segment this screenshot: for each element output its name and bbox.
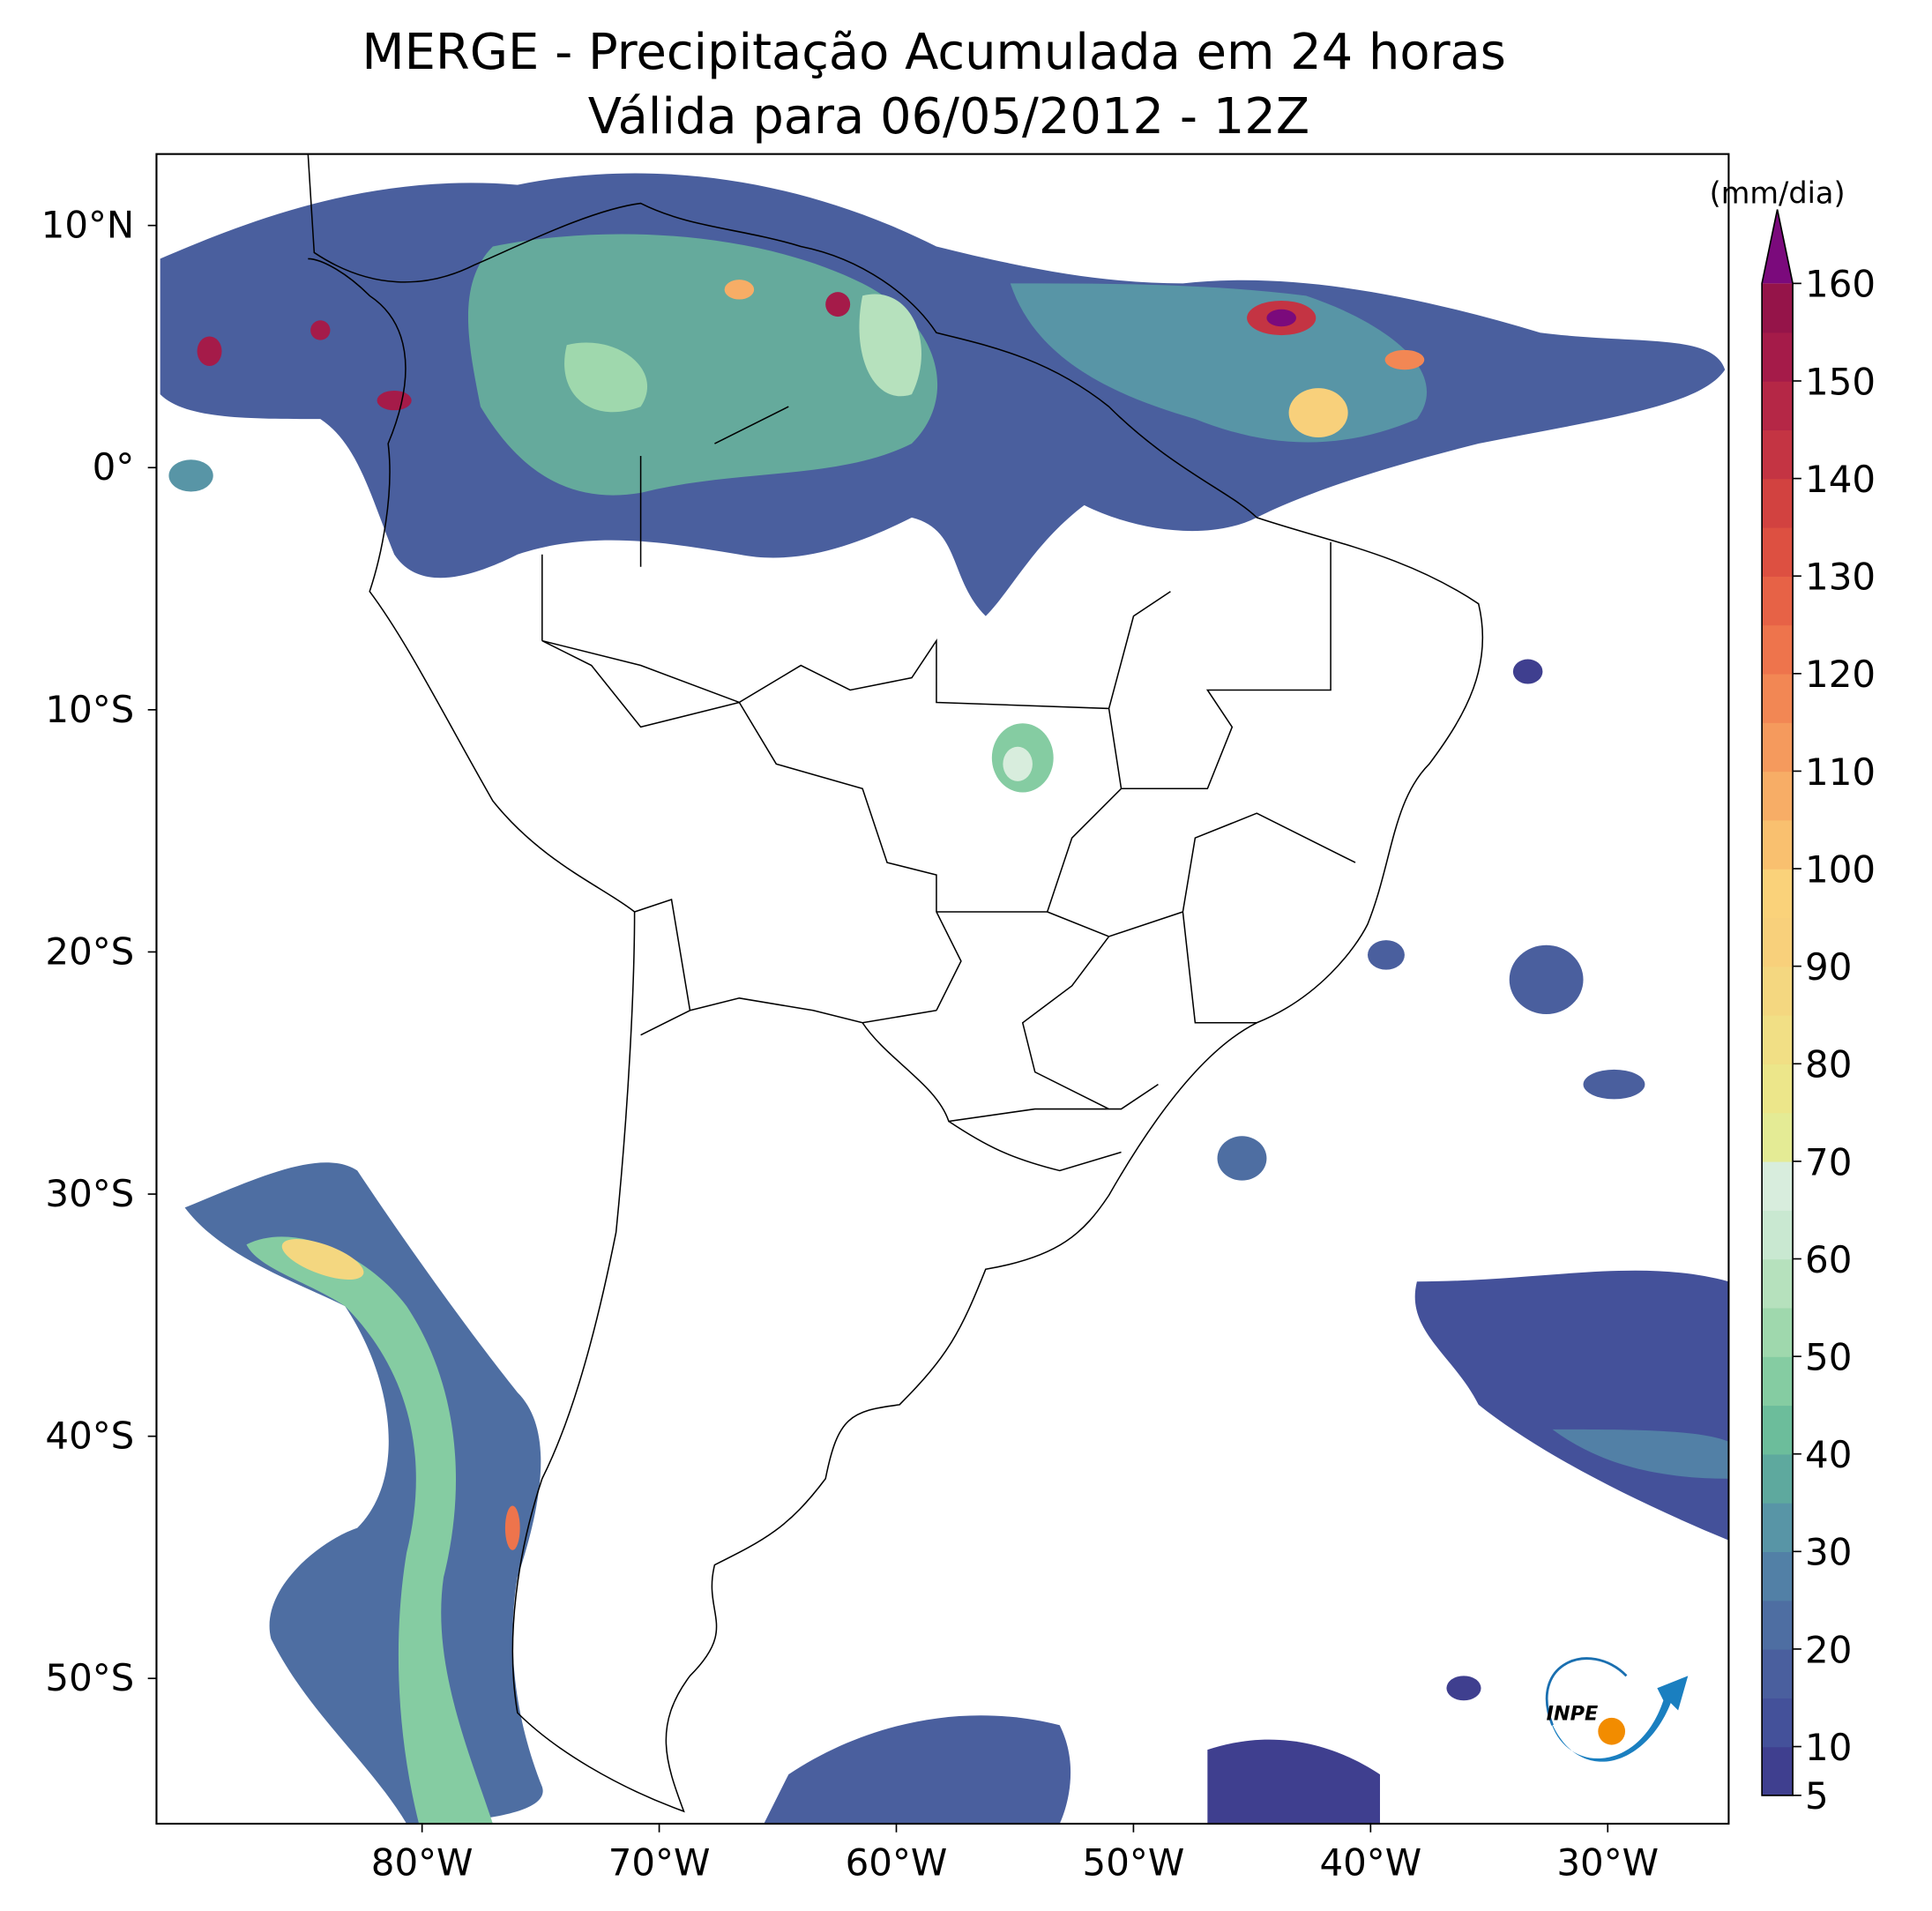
colorbar-band <box>1762 624 1794 675</box>
y-tick-label: 50°S <box>45 1656 134 1699</box>
x-tick-label: 80°W <box>371 1841 474 1885</box>
colorbar-tick-label: 150 <box>1805 360 1876 403</box>
colorbar-band <box>1762 1210 1794 1260</box>
colorbar-band <box>1762 576 1794 626</box>
colorbar-label: (mm/dia) <box>1710 176 1846 211</box>
colorbar-tick-label: 110 <box>1805 750 1876 794</box>
colorbar-tick-label: 140 <box>1805 458 1876 501</box>
x-tick-label: 70°W <box>608 1841 711 1885</box>
colorbar-band <box>1762 1551 1794 1601</box>
colorbar-tick-label: 130 <box>1805 556 1876 599</box>
colorbar-tick-label: 40 <box>1805 1433 1852 1476</box>
colorbar-band <box>1762 1258 1794 1309</box>
colorbar-extend <box>1762 209 1794 284</box>
colorbar-tick-label: 80 <box>1805 1043 1852 1086</box>
logo-text: INPE <box>1547 1703 1599 1726</box>
colorbar-band <box>1762 1307 1794 1357</box>
colorbar-band <box>1762 1648 1794 1698</box>
colorbar-band <box>1762 380 1794 430</box>
map-frame <box>155 153 1730 1825</box>
colorbar-band <box>1762 478 1794 528</box>
colorbar-tick-label: 5 <box>1805 1774 1829 1818</box>
y-tick-label: 40°S <box>45 1415 134 1458</box>
colorbar-band <box>1762 917 1794 967</box>
colorbar-band <box>1762 1600 1794 1650</box>
x-tick-label: 40°W <box>1319 1841 1421 1885</box>
colorbar-band <box>1762 1453 1794 1504</box>
colorbar-band <box>1762 1503 1794 1553</box>
colorbar-band <box>1762 673 1794 723</box>
colorbar-band <box>1762 1161 1794 1211</box>
y-tick-label: 10°S <box>45 688 134 731</box>
y-tick-label: 0° <box>93 445 135 489</box>
colorbar-band <box>1762 819 1794 870</box>
y-tick-label: 10°N <box>41 204 135 247</box>
colorbar-band <box>1762 1746 1794 1796</box>
subtitle: Válida para 06/05/2012 - 12Z <box>588 88 1309 146</box>
colorbar-band <box>1762 966 1794 1016</box>
colorbar-band <box>1762 1112 1794 1162</box>
colorbar-band <box>1762 771 1794 821</box>
y-tick-label: 30°S <box>45 1172 134 1215</box>
colorbar-tick-label: 120 <box>1805 653 1876 696</box>
colorbar-band <box>1762 283 1794 333</box>
colorbar-band <box>1762 332 1794 382</box>
colorbar-tick-label: 90 <box>1805 945 1852 989</box>
colorbar-tick-label: 30 <box>1805 1531 1852 1574</box>
colorbar-band <box>1762 1698 1794 1748</box>
colorbar-tick-label: 60 <box>1805 1238 1852 1281</box>
logo: INPE <box>1545 1657 1689 1762</box>
x-tick-label: 30°W <box>1556 1841 1659 1885</box>
title: MERGE - Precipitação Acumulada em 24 hor… <box>362 24 1506 81</box>
colorbar-outline <box>1761 209 1794 1796</box>
colorbar-tick-label: 20 <box>1805 1628 1852 1671</box>
colorbar-tick-label: 10 <box>1805 1726 1852 1769</box>
colorbar-tick-label: 100 <box>1805 847 1876 891</box>
colorbar-band <box>1762 1014 1794 1064</box>
colorbar-band <box>1762 1405 1794 1455</box>
colorbar-band <box>1762 1064 1794 1114</box>
colorbar-band <box>1762 722 1794 773</box>
colorbar-tick-label: 70 <box>1805 1140 1852 1183</box>
colorbar-band <box>1762 1356 1794 1407</box>
colorbar-tick-label: 160 <box>1805 263 1876 306</box>
precipitation-field <box>160 153 1729 1825</box>
y-tick-label: 20°S <box>45 929 134 973</box>
colorbar-tick-label: 50 <box>1805 1335 1852 1378</box>
colorbar-band <box>1762 869 1794 919</box>
colorbar-band <box>1762 526 1794 577</box>
x-tick-label: 50°W <box>1083 1841 1185 1885</box>
x-tick-label: 60°W <box>846 1841 948 1885</box>
colorbar-band <box>1762 429 1794 480</box>
